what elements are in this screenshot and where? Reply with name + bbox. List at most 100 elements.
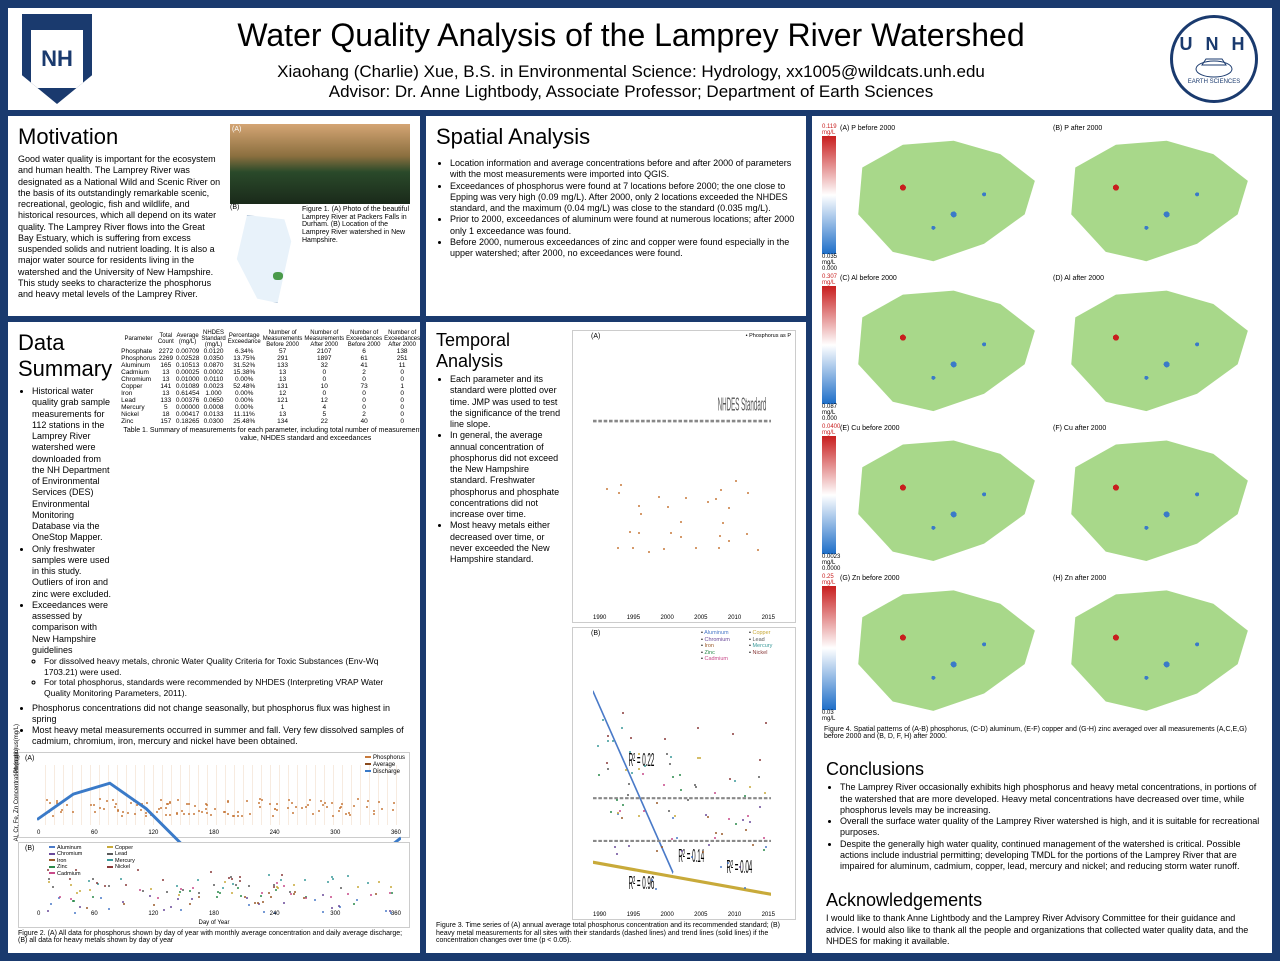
fig1b-map [230,215,298,303]
ds-charts: (A) Phosphorus(mg/L) Phosphorus Average … [18,752,410,928]
data-summary-heading: Data Summary [18,330,112,382]
table-row: Copper1410.010890.002352.48%1311073151.7… [120,383,420,390]
temporal-body: Temporal Analysis Each parameter and its… [436,330,796,920]
spatial-panel: Spatial Analysis Location information an… [426,116,806,316]
ds-bullet: Exceedances were assessed by comparison … [32,600,112,656]
ds-table: ParameterTotal CountAverage (mg/L)NHDES … [120,330,420,656]
fig2a-chart: (A) Phosphorus(mg/L) Phosphorus Average … [18,752,410,838]
fig2b-xlabel: Day of Year [198,920,229,926]
legend-item: Discharge [373,769,400,775]
map-row: 0.307 mg/L0.087 mg/L0.000(C) Al before 2… [822,274,1262,422]
table-row: Nickel180.004170.013311.11%1352011.11%0.… [120,411,420,418]
map-cell: (H) Zn after 2000 [1051,574,1262,722]
fig2a-legend: Phosphorus Average Discharge [365,755,405,777]
temporal-bullet: In general, the average annual concentra… [450,430,566,520]
fig2b-xticks: 060120180240300360 [37,911,401,917]
fig3b-xticks: 199019952000200520102015 [573,912,795,918]
ack-panel: Acknowledgements I would like to thank A… [816,884,1272,953]
map-row: 0.119 mg/L0.035 mg/L0.000(A) P before 20… [822,124,1262,272]
colorbar: 0.25 mg/L0.03 mg/L [822,574,836,722]
table1-caption: Table 1. Summary of measurements for eac… [120,427,420,442]
fig2b-label: (B) [25,845,34,852]
map-row: 0.25 mg/L0.03 mg/L(G) Zn before 2000(H) … [822,574,1262,722]
ds-bullet: Only freshwater samples were used in thi… [32,544,112,600]
fig3b-chart: (B) • Aluminum• Chromium• Iron• Zinc• Ca… [572,627,796,920]
table-row: Iron130.614541.0000.00%120000.00%0.00% [120,390,420,397]
fig2a-label: (A) [25,755,34,762]
poster-title: Water Quality Analysis of the Lamprey Ri… [110,17,1152,54]
map-cell: (D) Al after 2000 [1051,274,1262,422]
temporal-text: Temporal Analysis Each parameter and its… [436,330,566,920]
fig2b-ylabel: Al, Cr, Fe, Zn Concentration (mg/L) [14,748,20,841]
fig1b-label: (B) [230,204,298,211]
fig1b-wrap: (B) [230,204,298,303]
ds-bullets-col: Data Summary Historical water quality gr… [18,330,112,656]
ds-bullet: Phosphorus concentrations did not change… [32,703,410,726]
map-cell: (A) P before 2000 [838,124,1049,272]
spatial-bullet: Before 2000, numerous exceedances of zin… [450,237,796,260]
ds-bullets2: Phosphorus concentrations did not change… [18,703,410,748]
conclusions-bullet: Despite the generally high water quality… [840,839,1262,873]
table-row: Lead1330.003760.06500.00%12112000.00%0.0… [120,397,420,404]
ack-heading: Acknowledgements [826,890,1262,911]
spatial-bullet: Location information and average concent… [450,158,796,181]
map-cell: (G) Zn before 2000 [838,574,1049,722]
fig2a-xticks: 060120180240300360 [37,830,401,836]
header-text: Water Quality Analysis of the Lamprey Ri… [110,17,1152,102]
motivation-body: Good water quality is important for the … [18,154,222,300]
fig3b-plot: R² = 0.22 R² = 0.14 R² = 0.96 R² = 0.04 [593,638,771,905]
temporal-panel: Temporal Analysis Each parameter and its… [426,322,806,953]
table-row: Phosphate22720.007090.01206.34%572107613… [120,348,420,355]
spatial-bullets: Location information and average concent… [436,158,796,259]
table-row: Phosphorus22690.025280.035013.75%2911897… [120,355,420,362]
fig3a-plot: NHDES Standard [593,341,771,608]
fig3a-label: (A) [591,333,600,340]
motivation-heading: Motivation [18,124,222,150]
table-header: Total Count [157,330,175,348]
conclusions-bullet: The Lamprey River occasionally exhibits … [840,782,1262,816]
colorbar: 0.0400 mg/L0.0023 mg/L0.0000 [822,424,836,572]
fig1a-photo: (A) [230,124,410,204]
table-header: NHDES Standard (mg/L) [200,330,226,348]
ds-sub-bullets: For dissolved heavy metals, chronic Wate… [18,656,410,699]
nh-logo: NH [22,14,92,104]
ds-bullets1: Historical water quality grab sample mea… [18,386,112,656]
motivation-text-col: Motivation Good water quality is importa… [18,124,222,308]
temporal-charts: (A) • Phosphorus as P NHDES Standard 199… [572,330,796,920]
table-row: Zinc1570.182650.030025.48%1342240025.48%… [120,418,420,425]
ds-bullet: Most heavy metal measurements occurred i… [32,725,410,748]
map-cell: (C) Al before 2000 [838,274,1049,422]
ds-top: Data Summary Historical water quality gr… [18,330,410,656]
table-header: Number of Exceedances After 2000 [383,330,420,348]
table-row: Chromium130.010000.01100.00%130000.00%0.… [120,376,420,383]
colorbar: 0.119 mg/L0.035 mg/L0.000 [822,124,836,272]
table-row: Cadmium130.000250.000215.38%1302015.38%0… [120,369,420,376]
ds-bullet: Historical water quality grab sample mea… [32,386,112,544]
legend-item: Average [373,762,395,768]
legend-item: Phosphorus as P [749,333,791,339]
fig3a-xticks: 199019952000200520102015 [573,615,795,621]
temporal-bullets: Each parameter and its standard were plo… [436,374,566,565]
table-header: Percentage Exceedance [227,330,262,348]
map-cell: (F) Cu after 2000 [1051,424,1262,572]
spatial-bullet: Prior to 2000, exceedances of aluminum w… [450,214,796,237]
map-row: 0.0400 mg/L0.0023 mg/L0.0000(E) Cu befor… [822,424,1262,572]
conclusions-heading: Conclusions [826,759,1262,780]
table-row: Mercury50.000000.00080.00%14000.00%0.00% [120,404,420,411]
table-header: Number of Exceedances Before 2000 [345,330,383,348]
author-line: Xiaohang (Charlie) Xue, B.S. in Environm… [110,62,1152,82]
unh-logo: U N H EARTH SCIENCES [1170,15,1258,103]
fig4-caption: Figure 4. Spatial patterns of (A-B) phos… [822,724,1262,743]
motivation-panel: Motivation Good water quality is importa… [8,116,420,316]
spatial-bullet: Exceedances of phosphorus were found at … [450,181,796,215]
table-header: Number of Measurements After 2000 [303,330,345,348]
table-row: Aluminum1650.105130.087031.52%1333241112… [120,362,420,369]
nh-logo-text: NH [31,30,83,88]
right-bottom-col: Conclusions The Lamprey River occasional… [816,753,1272,953]
advisor-line: Advisor: Dr. Anne Lightbody, Associate P… [110,82,1152,102]
unh-logo-text: U N H [1180,34,1249,55]
colorbar: 0.307 mg/L0.087 mg/L0.000 [822,274,836,422]
fig3b-label: (B) [591,630,600,637]
fig2b-chart: (B) Al, Cr, Fe, Zn Concentration (mg/L) … [18,842,410,928]
fig3b-scatter [593,638,771,905]
